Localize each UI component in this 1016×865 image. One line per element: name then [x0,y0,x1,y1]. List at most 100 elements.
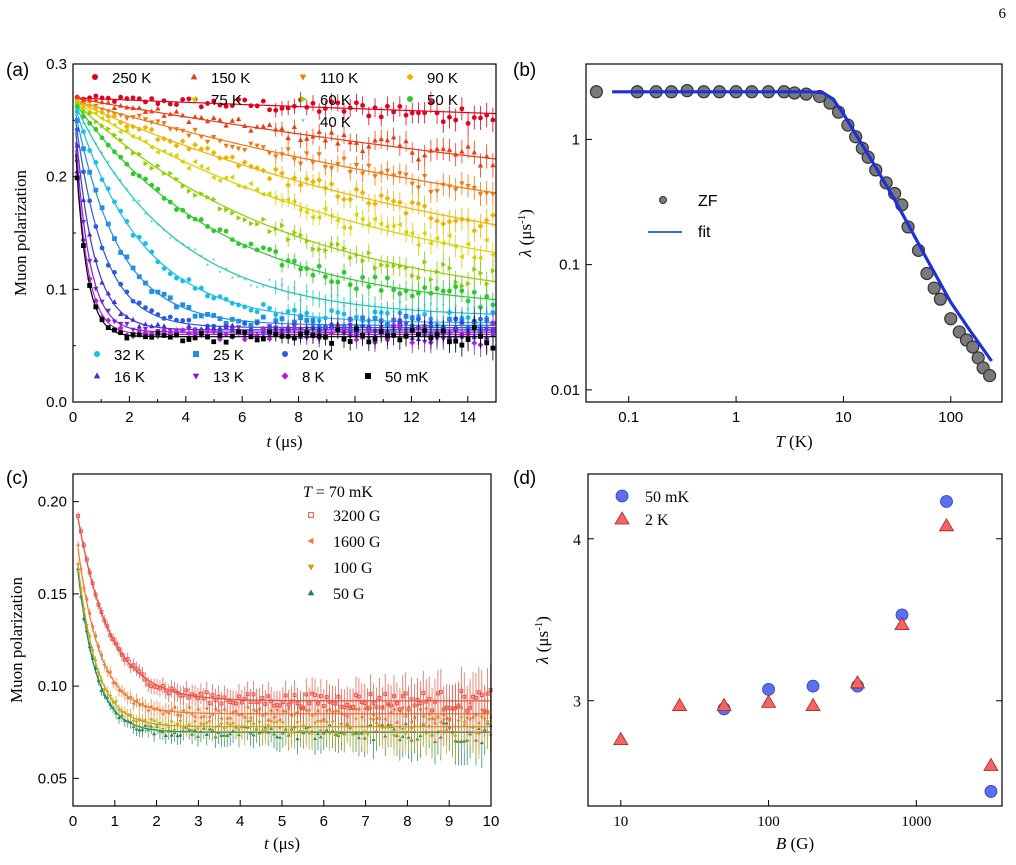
panel-a-point [205,312,210,317]
panel-a-point [229,237,235,243]
panel-a-point [409,230,415,236]
panel-a-point [409,181,415,187]
panel-a-point [471,340,478,346]
panel-c-point [342,733,347,737]
panel-c-point [283,729,288,734]
panel-a-point [341,224,346,231]
panel-a-point [397,263,403,270]
panel-a-point [248,180,253,187]
panel-a-point: * [113,170,116,179]
panel-a-frame [72,63,497,403]
panel-a-point [260,98,266,104]
panel-c-xtick-label: 7 [361,813,369,830]
panel-c-point [400,694,405,699]
panel-a-point [354,314,359,320]
panel-a-point [322,205,328,212]
panel-a-point [422,259,428,265]
panel-c-point [169,720,174,725]
panel-c-point [415,731,420,735]
panel-c-point [453,706,458,711]
panel-c-legend-label: 1600 G [333,534,381,551]
panel-a-point [459,319,465,325]
panel-c-point [485,709,490,714]
panel-a-point [217,294,223,300]
panel-a-point [261,216,267,222]
panel-a-point [143,305,148,310]
panel-a-point [112,236,117,241]
panel-b-ylabel-exp: -1 [516,215,528,224]
panel-a-point [248,326,254,332]
panel-a-point [124,254,130,260]
panel-a-point [242,97,248,103]
panel-c-point [301,706,306,710]
panel-c-point [336,733,341,737]
panel-a-point [440,182,446,188]
panel-a-fit-line [75,102,497,283]
panel-a-point [236,96,241,102]
panel-c-point [254,709,258,714]
panel-a-point [478,316,483,322]
panel-a-legend-marker [192,373,200,380]
panel-a-point [173,127,180,132]
panel-d-legend-label: 2 K [645,512,669,529]
panel-a-point [111,319,118,325]
panel-a-point [416,110,421,116]
panel-a-point [186,277,192,283]
panel-c-point [245,692,250,697]
panel-a-legend-label: 40 K [320,114,351,131]
panel-a-point [396,322,403,329]
panel-b-xlabel: T (K) [775,432,812,451]
panel-c-point [345,703,350,707]
panel-a-point [241,159,248,166]
panel-a-point [422,311,428,317]
panel-c-point [394,720,399,725]
panel-c-point [374,716,378,721]
panel-c-series [75,541,493,749]
panel-a-point: * [163,227,166,236]
panel-a-point [447,265,453,271]
panel-a-point [453,117,459,123]
panel-c-point [307,732,312,736]
panel-c-point [166,726,171,730]
panel-d-series [613,518,999,771]
panel-c-point [333,730,338,735]
panel-a-point [471,254,477,261]
panel-a-point [465,183,471,189]
panel-a-point [285,105,291,111]
panel-a-point [105,262,111,268]
panel-a-point [490,345,496,351]
panel-a-point [316,177,323,183]
panel-a-point [446,233,452,239]
panel-a-point [130,332,136,338]
panel-a-point: * [169,234,172,243]
panel-a-legend-marker [300,95,307,103]
panel-a-point [167,334,173,340]
panel-a-point [174,102,179,107]
panel-a-point [136,323,142,329]
panel-c-point [134,698,138,703]
panel-a-legend-marker [193,351,199,357]
panel-c-point [225,716,229,721]
panel-c-point [157,721,162,726]
panel-a-point [291,335,297,341]
panel-c-point [207,701,212,706]
panel-a-point [87,198,93,204]
panel-a-point [459,181,465,187]
panel-a-point [161,113,167,118]
panel-a-point [354,286,359,292]
panel-a-point [99,109,105,116]
panel-a-point: * [181,241,184,250]
panel-a-point [99,95,105,101]
panel-a-point [385,275,390,281]
panel-a-point [186,146,192,152]
panel-a-legend-label: 20 K [302,347,333,364]
panel-c-point [406,730,411,735]
panel-a-point [366,339,372,345]
panel-c-point [333,708,337,713]
panel-d-xtick-label: 10 [613,814,628,830]
panel-a-point [198,114,204,120]
panel-a-legend-marker [190,95,197,103]
panel-c-point [117,715,121,720]
panel-d-point [983,757,999,771]
panel-a-xtick-label: 8 [294,409,302,426]
